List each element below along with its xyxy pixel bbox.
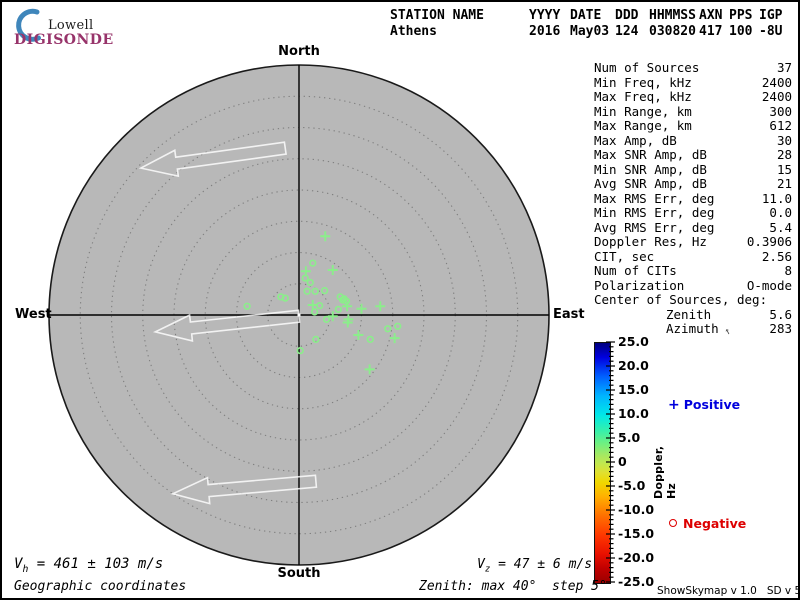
colorbar-label-20.0: 20.0 (618, 358, 649, 373)
colorbar-label--20.0: -20.0 (618, 550, 655, 565)
compass-east-label: East (553, 307, 585, 322)
source-point-negative (322, 315, 331, 324)
legend-positive-label: Positive (683, 397, 741, 412)
header-col-axn: AXN 417 (699, 8, 723, 39)
colorbar-label-10.0: 10.0 (618, 406, 649, 421)
header-col-pps: PPS 100 (729, 8, 753, 39)
source-point-negative (315, 301, 324, 310)
stat-row: Min SNR Amp, dB 15 (594, 161, 792, 177)
source-point-negative (394, 322, 402, 330)
source-point-negative (296, 346, 304, 355)
header-col-hhmmss: HHMMSS 030820 (649, 8, 696, 39)
source-point-negative (320, 286, 329, 295)
legend-negative: Negative (669, 516, 746, 531)
colorbar-label-0: 0 (618, 454, 627, 469)
legend-negative-label: Negative (683, 516, 747, 531)
source-point-negative (277, 293, 285, 301)
source-point-negative (243, 302, 251, 310)
colorbar-axis-title: Doppler, Hz (652, 445, 678, 499)
stat-row: CIT, sec 2.56 (594, 248, 792, 264)
source-point-negative (301, 274, 309, 282)
logo-text-digisonde: DIGISONDE (14, 32, 114, 48)
stat-row: Zenith 5.6 (666, 306, 792, 322)
source-point-positive (389, 333, 400, 344)
zenith-range-label: Zenith: max 40° step 5° (419, 579, 607, 594)
colorbar-label--10.0: -10.0 (618, 502, 655, 517)
colorbar-label-15.0: 15.0 (618, 382, 649, 397)
header-col-ddd: DDD 124 (615, 8, 639, 39)
stat-row: Polarization O-mode (594, 277, 792, 293)
legend-positive: + Positive (668, 397, 740, 413)
stat-row: Max Freq, kHz 2400 (594, 89, 792, 104)
source-point-positive (375, 301, 386, 312)
source-point-positive (364, 364, 375, 375)
stat-row: Doppler Res, Hz 0.3906 (594, 234, 792, 249)
source-point-negative (303, 287, 311, 295)
stat-row: Azimuth ↖ 283 (666, 321, 792, 338)
source-point-negative (312, 335, 320, 344)
header-col-igp: IGP -8U (759, 8, 783, 39)
source-point-negative (384, 325, 392, 333)
stat-row: Num of CITs 8 (594, 263, 792, 278)
drift-direction-arrow (138, 141, 288, 178)
source-point-negative (339, 296, 347, 304)
stat-row: Avg RMS Err, deg 5.4 (594, 219, 792, 235)
colorbar-label-5.0: 5.0 (618, 430, 641, 445)
stat-row: Max SNR Amp, dB 28 (594, 147, 792, 162)
logo-text-lowell: Lowell (48, 18, 94, 33)
colorbar-label--15.0: -15.0 (618, 526, 655, 541)
source-point-negative (366, 335, 374, 344)
colorbar-label--5.0: -5.0 (618, 478, 646, 493)
circle-symbol-icon (669, 519, 677, 527)
colorbar-label-25.0: 25.0 (618, 334, 649, 349)
stat-row: Max Amp, dB 30 (594, 132, 792, 148)
plus-symbol-icon: + (668, 397, 680, 413)
source-point-negative (281, 294, 289, 302)
stat-row: Min RMS Err, deg 0.0 (594, 205, 792, 220)
software-version-label: ShowSkymap v 1.0 SD v 5.1 (657, 585, 800, 597)
skymap-center-marker (297, 313, 301, 317)
drift-direction-arrow (170, 474, 318, 505)
horizontal-velocity-label: Vh = 461 ± 103 m/s (14, 556, 164, 575)
doppler-colorbar (594, 342, 611, 584)
source-point-positive (356, 303, 367, 314)
source-point-negative (334, 305, 343, 314)
drift-direction-arrow (152, 309, 301, 342)
lowell-digisonde-logo: Lowell DIGISONDE (10, 7, 140, 48)
source-point-negative (310, 308, 319, 316)
source-point-positive (353, 330, 364, 340)
compass-south-label: South (277, 566, 321, 581)
crescent-icon (16, 8, 41, 42)
coordinate-system-label: Geographic coordinates (14, 579, 187, 594)
source-point-negative (306, 278, 314, 287)
stat-row: Max Range, km 612 (594, 118, 792, 133)
stat-row: Min Range, km 300 (594, 103, 792, 119)
stat-row: Center of Sources, deg: (594, 292, 768, 307)
source-point-negative (311, 287, 319, 295)
compass-north-label: North (278, 44, 320, 59)
stat-row: Max RMS Err, deg 11.0 (594, 190, 792, 206)
source-point-positive (327, 311, 338, 322)
colorbar-label--25.0: -25.0 (618, 574, 655, 589)
stat-row: Num of Sources 37 (594, 60, 792, 75)
source-point-positive (327, 265, 338, 275)
compass-west-label: West (15, 307, 52, 322)
source-point-positive (320, 231, 331, 242)
header-col-station-name: STATION NAME Athens (390, 8, 484, 39)
header-col-date: DATE May03 (570, 8, 610, 39)
vertical-velocity-label: Vz = 47 ± 6 m/s (477, 557, 593, 575)
source-point-negative (309, 259, 317, 267)
header-col-yyyy: YYYY 2016 (529, 8, 561, 39)
source-point-positive (342, 317, 353, 328)
azimuth-direction-icon: ↖ (717, 323, 733, 338)
stat-row: Avg SNR Amp, dB 21 (594, 176, 792, 191)
stat-row: Min Freq, kHz 2400 (594, 74, 792, 90)
source-point-positive (342, 301, 353, 312)
